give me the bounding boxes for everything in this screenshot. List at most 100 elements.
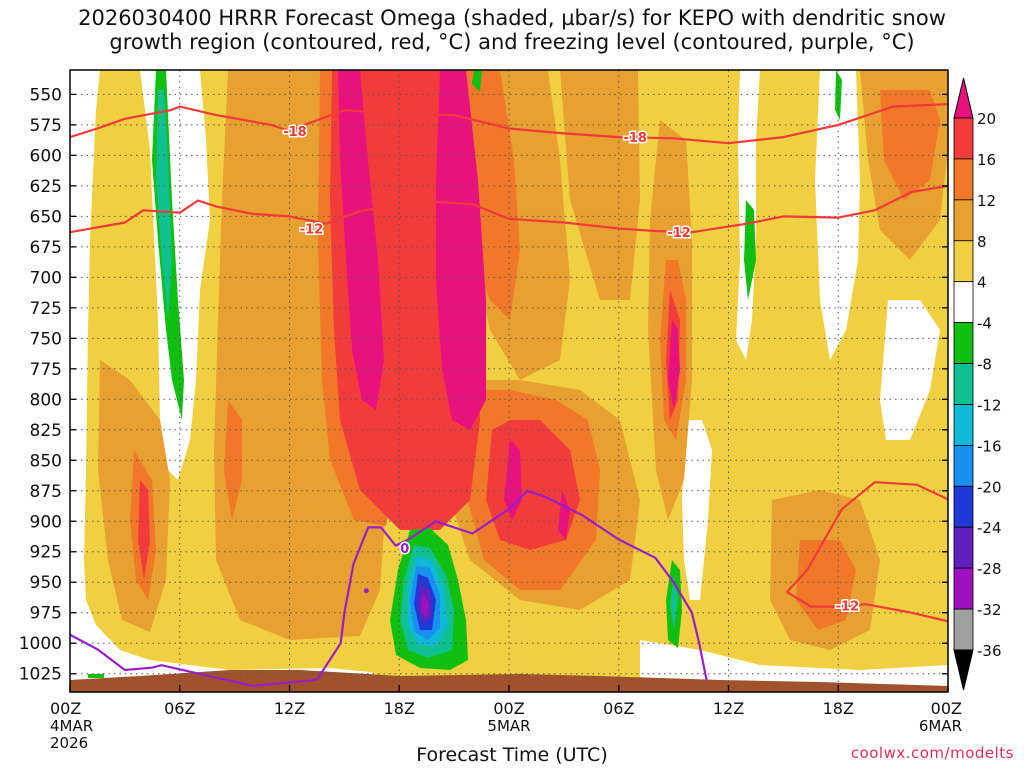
omega-region-16-20 <box>138 480 150 580</box>
colorbar-label: 8 <box>977 233 987 251</box>
y-tick-label: 950 <box>30 573 62 593</box>
colorbar-bin <box>953 567 974 610</box>
colorbar-label: 4 <box>977 274 987 292</box>
contour-label: -18 <box>623 131 647 146</box>
y-tick-label: 900 <box>30 512 62 532</box>
contour-line <box>785 481 948 623</box>
credit-text: coolwx.com/modelts <box>850 744 1014 762</box>
colorbar-bin <box>953 281 974 324</box>
y-tick-label: 725 <box>30 299 62 319</box>
x-tick-label: 06Z <box>164 699 195 718</box>
omega-region-gt-20 <box>436 70 486 430</box>
omega-region-8-12 <box>560 70 640 300</box>
y-tick-label: 650 <box>30 207 62 227</box>
y-axis: 550 575 600 625 650 675 700 725 750 775 800 825 850 8… <box>19 85 948 685</box>
omega-region-8-12 <box>512 70 540 160</box>
colorbar-label: -32 <box>977 601 1002 619</box>
colorbar-label: -28 <box>977 560 1002 578</box>
omega-region-12-16 <box>224 400 242 520</box>
omega-region-neutral <box>880 300 940 440</box>
x-tick-label: 12Z <box>713 699 744 718</box>
omega-region-12-16 <box>880 90 940 200</box>
x-tick-date: 5MAR <box>487 717 530 735</box>
colorbar-bin <box>953 199 974 242</box>
x-tick-date: 6MAR <box>919 717 962 735</box>
chart-title: 2026030400 HRRR Forecast Omega (shaded, … <box>78 6 946 54</box>
contour-line <box>70 489 708 687</box>
freezing-level-point <box>363 588 369 594</box>
omega-region-gt-20 <box>338 70 384 410</box>
y-tick-label: 850 <box>30 451 62 471</box>
x-tick-label: 18Z <box>823 699 854 718</box>
colorbar-end-bottom <box>953 649 974 691</box>
omega-region-neg-8-12 <box>156 90 172 320</box>
y-tick-label: 625 <box>30 177 62 197</box>
y-tick-label: 1000 <box>19 634 62 654</box>
x-axis-title: Forecast Time (UTC) <box>416 744 608 766</box>
omega-region-neutral <box>815 70 860 360</box>
y-tick-label: 550 <box>30 85 62 105</box>
omega-region-neg-4-8 <box>88 674 104 678</box>
colorbar-label: 16 <box>977 151 996 169</box>
colorbar-bin <box>953 158 974 201</box>
contour-line <box>70 103 948 145</box>
x-tick-label: 00Z <box>493 699 524 718</box>
colorbar-bin <box>953 608 974 651</box>
omega-region-neg-4-8 <box>835 70 842 120</box>
y-tick-label: 750 <box>30 329 62 349</box>
y-tick-label: 575 <box>30 116 62 136</box>
x-tick-label: 12Z <box>274 699 305 718</box>
colorbar-label: 20 <box>977 110 996 128</box>
colorbar-bin <box>953 444 974 487</box>
x-tick-label: 06Z <box>603 699 634 718</box>
colorbar-bin <box>953 404 974 446</box>
colorbar-bin <box>953 240 974 283</box>
y-tick-label: 675 <box>30 238 62 258</box>
y-tick-label: 875 <box>30 482 62 502</box>
colorbar-bin <box>953 485 974 528</box>
x-tick-label: 18Z <box>384 699 415 718</box>
colorbar-label: -12 <box>977 396 1002 414</box>
x-tick-year: 2026 <box>50 734 88 752</box>
omega-region-neg-4-8 <box>744 200 756 300</box>
x-tick-date: 4MAR <box>50 717 93 735</box>
omega-region-neg-28-32 <box>421 592 429 618</box>
x-tick-label: 00Z <box>931 699 962 718</box>
omega-region-neutral <box>640 640 948 692</box>
colorbar-bin <box>953 526 974 569</box>
omega-region-gt-20 <box>558 490 570 540</box>
contour-label: -12 <box>667 226 691 241</box>
y-tick-label: 700 <box>30 268 62 288</box>
colorbar-label: 12 <box>977 192 996 210</box>
contours <box>70 103 948 687</box>
colorbar-bin <box>953 117 974 160</box>
contour-label: -18 <box>283 125 307 140</box>
contour-label: -12 <box>300 223 324 238</box>
colorbar-bin <box>953 322 974 364</box>
x-tick-label: 00Z <box>50 699 81 718</box>
contour-labels: -18 -18 -12 -12 -12 0 <box>282 123 861 615</box>
omega-region-neg-8-12 <box>670 575 678 630</box>
y-tick-label: 925 <box>30 543 62 563</box>
y-tick-label: 775 <box>30 360 62 380</box>
colorbar: 20 16 12 8 4 -4 -8 -12 -16 -20 -24 -28 -32 -36 <box>953 77 1002 691</box>
colorbar-label: -4 <box>977 315 992 333</box>
omega-region-neutral <box>682 420 712 600</box>
colorbar-label: -20 <box>977 478 1002 496</box>
omega-region-gt-20 <box>668 320 680 410</box>
y-tick-label: 1025 <box>19 665 62 685</box>
colorbar-label: -16 <box>977 437 1002 455</box>
y-tick-label: 825 <box>30 421 62 441</box>
y-tick-label: 600 <box>30 146 62 166</box>
contour-line <box>70 184 948 234</box>
colorbar-end-top <box>953 77 974 119</box>
contour-label: 0 <box>400 542 409 557</box>
contour-label: -12 <box>836 599 860 614</box>
y-tick-label: 975 <box>30 604 62 624</box>
colorbar-label: -36 <box>977 642 1002 660</box>
y-tick-label: 800 <box>30 390 62 410</box>
colorbar-bin <box>953 363 974 405</box>
colorbar-label: -24 <box>977 519 1002 537</box>
